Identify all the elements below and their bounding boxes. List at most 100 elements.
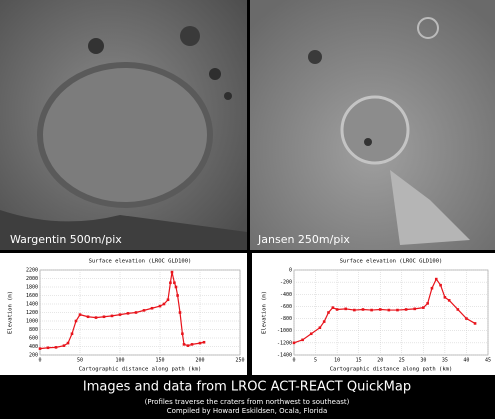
y-tick-label: 400 — [29, 344, 38, 350]
caption-subtitle: (Profiles traverse the craters from nort… — [145, 398, 350, 406]
x-tick-label: 0 — [38, 358, 41, 364]
data-point — [388, 309, 391, 312]
data-point — [465, 317, 468, 320]
chart-title: Surface elevation (LROC GLD100) — [89, 259, 192, 265]
data-point — [396, 309, 399, 312]
data-point — [426, 302, 429, 305]
data-point — [336, 308, 339, 311]
data-point — [159, 305, 162, 308]
data-point — [163, 303, 166, 306]
data-point — [55, 346, 58, 349]
y-tick-label: 1000 — [26, 319, 38, 325]
y-tick-label: -800 — [280, 316, 292, 322]
y-tick-label: -200 — [280, 280, 292, 286]
data-point — [457, 308, 460, 311]
x-tick-label: 35 — [442, 358, 448, 364]
image-label: Jansen 250m/pix — [257, 233, 350, 246]
data-point — [181, 332, 184, 335]
y-tick-label: 200 — [29, 353, 38, 359]
x-tick-label: 30 — [420, 358, 426, 364]
data-point — [353, 309, 356, 312]
y-tick-label: -1200 — [277, 340, 292, 346]
data-point — [175, 286, 178, 289]
data-point — [169, 281, 172, 284]
data-point — [75, 320, 78, 323]
x-tick-label: 20 — [377, 358, 383, 364]
y-tick-label: -1000 — [277, 328, 292, 334]
data-point — [71, 332, 74, 335]
data-point — [173, 281, 176, 284]
x-tick-label: 150 — [155, 358, 164, 364]
data-point — [370, 309, 373, 312]
data-point — [439, 284, 442, 287]
data-point — [327, 311, 330, 314]
data-point — [293, 342, 296, 345]
data-point — [405, 308, 408, 311]
data-point — [79, 313, 82, 316]
y-tick-label: -1400 — [277, 353, 292, 359]
data-point — [39, 347, 42, 350]
data-point — [301, 339, 304, 342]
y-axis-label: Elevation (m) — [262, 291, 268, 334]
photo-wargentin — [0, 0, 247, 250]
figure: Wargentin 500m/pix Jansen 250m/pix Image… — [0, 0, 495, 419]
y-tick-label: 2000 — [26, 276, 38, 282]
data-point — [448, 299, 451, 302]
data-point — [119, 313, 122, 316]
data-point — [103, 315, 106, 318]
caption-title: Images and data from LROC ACT-REACT Quic… — [83, 380, 411, 395]
x-tick-label: 100 — [115, 358, 124, 364]
data-point — [143, 309, 146, 312]
y-tick-label: 1200 — [26, 310, 38, 316]
plot-area — [294, 270, 488, 355]
y-tick-label: 1400 — [26, 302, 38, 308]
data-point — [444, 296, 447, 299]
data-point — [95, 316, 98, 319]
y-tick-label: -600 — [280, 304, 292, 310]
data-point — [413, 308, 416, 311]
data-point — [151, 307, 154, 310]
data-point — [191, 343, 194, 346]
data-point — [111, 315, 114, 318]
x-tick-label: 40 — [463, 358, 469, 364]
data-point — [344, 308, 347, 311]
data-point — [127, 312, 130, 315]
data-point — [63, 344, 66, 347]
data-point — [319, 326, 322, 329]
data-point — [47, 346, 50, 349]
data-point — [362, 308, 365, 311]
data-point — [171, 271, 174, 274]
y-axis-label: Elevation (m) — [8, 291, 14, 334]
caption-credit: Compiled by Howard Eskildsen, Ocala, Flo… — [167, 407, 328, 415]
y-tick-label: 600 — [29, 336, 38, 342]
data-point — [87, 315, 90, 318]
y-tick-label: 2200 — [26, 268, 38, 274]
x-tick-label: 10 — [334, 358, 340, 364]
data-point — [435, 278, 438, 281]
x-tick-label: 50 — [77, 358, 83, 364]
photo-jansen — [250, 0, 495, 250]
y-tick-label: 0 — [289, 268, 292, 274]
x-axis-label: Cartographic distance along path (km) — [330, 367, 453, 373]
x-tick-label: 200 — [195, 358, 204, 364]
x-tick-label: 15 — [356, 358, 362, 364]
y-tick-label: 800 — [29, 327, 38, 333]
x-tick-label: 45 — [485, 358, 491, 364]
x-tick-label: 25 — [399, 358, 405, 364]
y-tick-label: 1800 — [26, 285, 38, 291]
data-point — [203, 341, 206, 344]
data-point — [183, 343, 186, 346]
chart-title: Surface elevation (LROC GLD100) — [340, 259, 443, 265]
data-point — [323, 320, 326, 323]
data-point — [379, 308, 382, 311]
data-point — [187, 344, 190, 347]
x-tick-label: 0 — [292, 358, 295, 364]
data-point — [422, 306, 425, 309]
data-point — [431, 287, 434, 290]
y-tick-label: -400 — [280, 292, 292, 298]
image-label: Wargentin 500m/pix — [10, 233, 122, 246]
data-point — [332, 306, 335, 309]
data-point — [67, 342, 70, 345]
x-tick-label: 5 — [314, 358, 317, 364]
data-point — [474, 322, 477, 325]
